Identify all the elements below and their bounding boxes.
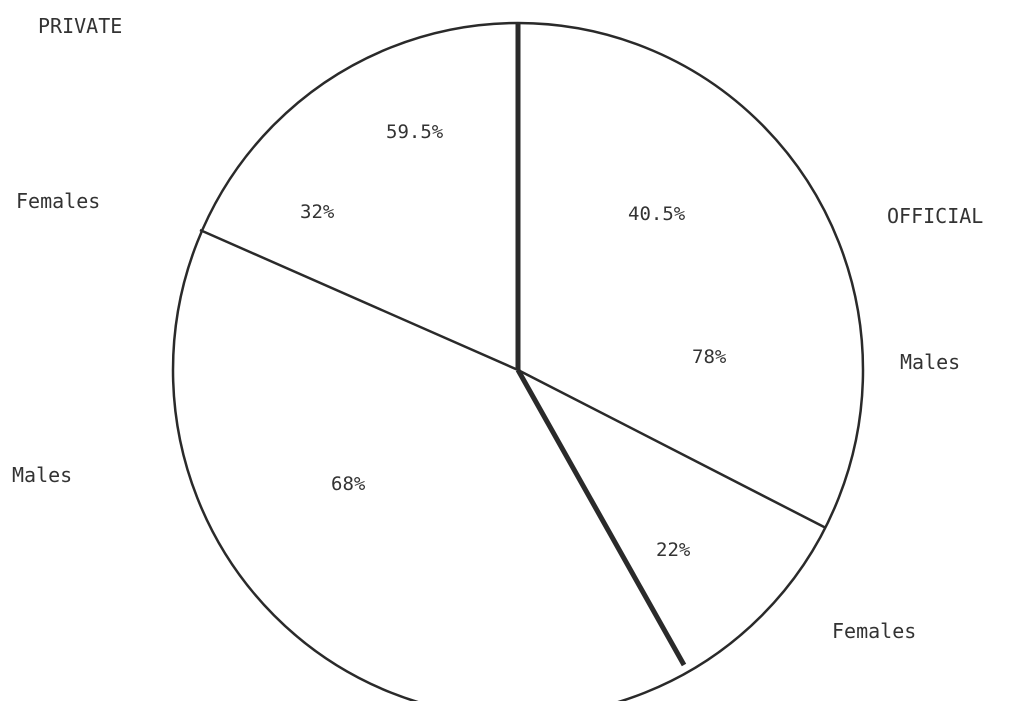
private-share-label: 59.5%	[386, 121, 444, 143]
official-females-label: Females	[832, 619, 916, 643]
official-males-label: Males	[900, 350, 960, 374]
private-males-label: Males	[12, 463, 72, 487]
divider-official-private-bottom	[515, 368, 687, 667]
private-females-label: Females	[16, 189, 100, 213]
official-males-pct: 78%	[692, 346, 727, 368]
divider-private-males-females	[199, 228, 519, 372]
official-sector-label: OFFICIAL	[887, 204, 983, 228]
divider-official-males-females	[517, 368, 827, 530]
official-share-label: 40.5%	[628, 203, 686, 225]
private-males-pct: 68%	[331, 473, 366, 495]
private-females-pct: 32%	[300, 201, 335, 223]
official-females-pct: 22%	[656, 539, 691, 561]
private-sector-label: PRIVATE	[38, 14, 122, 38]
